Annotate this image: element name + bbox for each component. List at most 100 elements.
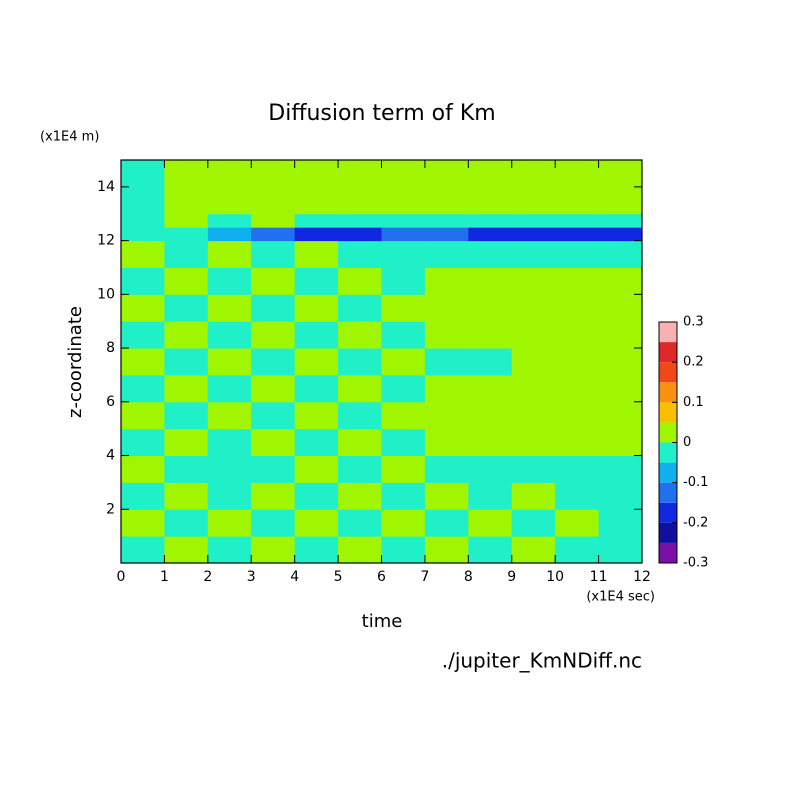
heat-cell: [511, 227, 556, 242]
heat-cell: [207, 428, 252, 457]
colorbar-box: [659, 482, 677, 503]
y-tick-label: 8: [106, 340, 115, 356]
heat-cell: [207, 482, 252, 510]
heat-cell: [164, 213, 209, 228]
heat-cell: [424, 227, 469, 242]
heat-cell: [251, 227, 296, 242]
x-tick-label: 12: [633, 569, 651, 585]
heat-cell: [381, 509, 426, 537]
heat-cell: [251, 536, 296, 564]
heat-cell: [598, 321, 643, 349]
heat-cell: [424, 536, 469, 564]
heat-cell: [338, 227, 382, 242]
heat-cell: [511, 240, 556, 268]
x-tick-label: 0: [117, 569, 126, 585]
heat-cell: [381, 536, 426, 564]
heat-cell: [468, 160, 513, 215]
heat-cell: [338, 536, 382, 564]
heat-cell: [598, 374, 643, 403]
heat-cell: [424, 455, 469, 483]
heat-cell: [294, 160, 339, 215]
heat-cell: [164, 374, 209, 403]
heat-cell: [598, 455, 643, 483]
heat-cell: [468, 348, 513, 376]
heat-cell: [381, 482, 426, 510]
colorbar-box: [659, 362, 677, 383]
colorbar-tick-label: -0.3: [683, 556, 708, 571]
heat-cell: [381, 294, 426, 322]
heat-cell: [294, 482, 339, 510]
heat-cell: [121, 227, 165, 242]
heat-cell: [555, 536, 600, 564]
heat-cell: [511, 321, 556, 349]
heat-cell: [207, 455, 252, 483]
x-tick-label: 6: [377, 569, 386, 585]
heat-cell: [511, 160, 556, 215]
heat-cell: [251, 401, 296, 430]
heat-cell: [121, 267, 165, 295]
heat-cell: [468, 213, 513, 228]
heat-cell: [121, 321, 165, 349]
source-file: ./jupiter_KmNDiff.nc: [442, 649, 642, 673]
heat-cell: [381, 374, 426, 403]
heat-cell: [207, 374, 252, 403]
chart-title: Diffusion term of Km: [268, 101, 495, 126]
heat-cell: [207, 227, 252, 242]
y-tick-label: 14: [97, 179, 115, 195]
heat-cell: [164, 160, 209, 215]
x-tick-label: 11: [590, 569, 608, 585]
heat-cell: [555, 348, 600, 376]
heat-cell: [164, 482, 209, 510]
heat-cell: [511, 348, 556, 376]
heat-cell: [164, 321, 209, 349]
heat-cell: [164, 536, 209, 564]
x-tick-label: 4: [290, 569, 299, 585]
heat-cell: [338, 321, 382, 349]
heat-cell: [164, 455, 209, 483]
heat-cell: [555, 294, 600, 322]
heat-cell: [338, 509, 382, 537]
heat-cell: [121, 509, 165, 537]
heat-cell: [207, 401, 252, 430]
heat-cell: [468, 227, 513, 242]
heat-cell: [121, 401, 165, 430]
heat-cell: [511, 455, 556, 483]
heat-cell: [294, 267, 339, 295]
heat-cell: [121, 536, 165, 564]
x-tick-label: 5: [334, 569, 343, 585]
heat-cell: [381, 455, 426, 483]
heat-cell: [294, 348, 339, 376]
heat-cell: [338, 401, 382, 430]
heat-cell: [121, 428, 165, 457]
colorbar-box: [659, 462, 677, 483]
heat-cell: [424, 348, 469, 376]
heat-cell: [468, 482, 513, 510]
colorbar-box: [659, 422, 677, 443]
heat-cell: [207, 160, 252, 215]
heat-cell: [294, 455, 339, 483]
heat-cell: [251, 294, 296, 322]
x-axis-label: time: [362, 611, 403, 632]
heat-cell: [381, 348, 426, 376]
heat-cell: [555, 401, 600, 430]
heat-cell: [511, 267, 556, 295]
heat-cell: [164, 240, 209, 268]
colorbar-box: [659, 502, 677, 523]
heat-cell: [598, 509, 643, 537]
heat-cell: [424, 160, 469, 215]
heat-cell: [555, 428, 600, 457]
heat-cell: [207, 240, 252, 268]
heat-cell: [121, 240, 165, 268]
colorbar-box: [659, 342, 677, 363]
heat-cell: [468, 374, 513, 403]
heat-cell: [251, 428, 296, 457]
heat-cell: [207, 509, 252, 537]
heat-cell: [294, 509, 339, 537]
heat-cell: [511, 374, 556, 403]
heat-cell: [381, 428, 426, 457]
heat-cell: [381, 321, 426, 349]
heat-cell: [598, 536, 643, 564]
heat-cell: [424, 374, 469, 403]
